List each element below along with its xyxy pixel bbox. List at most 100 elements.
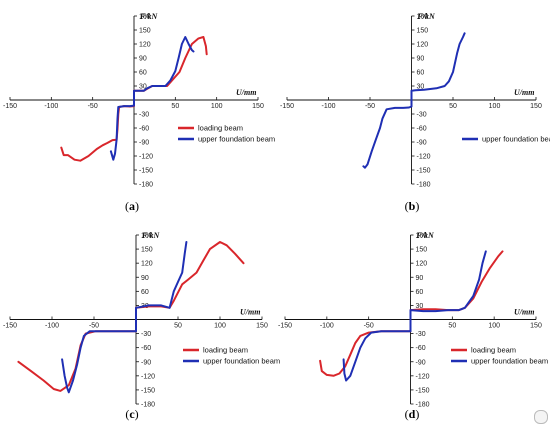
- y-tick-label: 90: [417, 56, 425, 63]
- y-tick-label: 60: [417, 70, 425, 77]
- x-tick-label: -50: [364, 323, 374, 330]
- y-axis-label: F/kN: [141, 231, 161, 240]
- y-tick-label: 120: [416, 261, 428, 268]
- x-tick-label: -100: [320, 323, 334, 330]
- y-tick-label: 150: [417, 28, 429, 35]
- x-tick-label: -150: [280, 103, 294, 110]
- corner-badge-icon: [534, 410, 548, 424]
- y-tick-label: -150: [417, 168, 431, 175]
- y-tick-label: 120: [141, 261, 153, 268]
- y-axis-label: F/kN: [417, 12, 437, 21]
- y-tick-label: -30: [141, 331, 151, 338]
- y-tick-label: -60: [139, 126, 149, 133]
- y-tick-label: -180: [139, 182, 153, 189]
- y-tick-label: 150: [139, 28, 151, 35]
- y-tick-label: 180: [416, 233, 428, 240]
- y-tick-label: 60: [416, 289, 424, 296]
- y-tick-label: -30: [417, 112, 427, 119]
- panel-d: -150 -100 -50 50 100 150 180 150 120 90 60 30 -30 -60…: [278, 231, 548, 421]
- y-tick-label: -60: [416, 345, 426, 352]
- x-tick-label: 100: [211, 103, 223, 110]
- panel-label: (a): [125, 199, 139, 213]
- y-tick-label: -90: [139, 140, 149, 147]
- y-tick-label: -60: [417, 126, 427, 133]
- y-tick-label: 180: [139, 14, 151, 21]
- y-tick-label: -120: [141, 373, 155, 380]
- panel-label: (b): [405, 199, 420, 213]
- x-tick-label: 100: [489, 103, 501, 110]
- x-tick-label: -50: [88, 103, 98, 110]
- y-tick-label: 60: [139, 70, 147, 77]
- y-tick-label: -90: [141, 359, 151, 366]
- y-tick-label: 90: [416, 275, 424, 282]
- y-tick-label: 30: [416, 303, 424, 310]
- x-tick-label: -100: [44, 103, 58, 110]
- legend-label: loading beam: [203, 346, 248, 355]
- y-tick-label: 120: [417, 42, 429, 49]
- y-axis-label: F/kN: [139, 12, 159, 21]
- x-tick-label: -150: [3, 103, 17, 110]
- x-axis-label: U/mm: [236, 88, 256, 97]
- x-axis-label: U/mm: [514, 88, 534, 97]
- y-tick-label: 30: [417, 84, 425, 91]
- x-tick-label: 100: [214, 323, 226, 330]
- y-tick-label: 180: [417, 14, 429, 21]
- x-tick-label: 50: [171, 103, 179, 110]
- panel-a: -150 -100 -50 50 100 150 180 150 120 90 60 30 -30 -60…: [3, 12, 275, 213]
- y-tick-label: -30: [139, 112, 149, 119]
- panel-b: -150 -100 -50 50 100 150 180 150 120 90 60 30 -30 -60…: [280, 12, 550, 213]
- x-tick-label: 100: [488, 323, 500, 330]
- legend-label: upper foundation beam: [482, 135, 550, 144]
- y-tick-label: 150: [416, 247, 428, 254]
- series-line-upper-foundation-beam: [61, 241, 188, 394]
- series-line-upper-foundation-beam: [342, 250, 487, 382]
- x-tick-label: 150: [252, 103, 264, 110]
- x-tick-label: 150: [530, 323, 542, 330]
- x-axis-label: U/mm: [514, 308, 534, 317]
- y-tick-label: -180: [417, 182, 431, 189]
- y-tick-label: 30: [139, 84, 147, 91]
- x-tick-label: -50: [365, 103, 375, 110]
- x-tick-label: -50: [89, 323, 99, 330]
- series-line-upper-foundation-beam: [109, 36, 195, 161]
- y-tick-label: -120: [139, 154, 153, 161]
- y-tick-label: 150: [141, 247, 153, 254]
- x-tick-label: -150: [278, 323, 292, 330]
- y-tick-label: -120: [416, 373, 430, 380]
- y-axis-label: F/kN: [416, 231, 436, 240]
- legend-label: loading beam: [198, 124, 243, 133]
- x-tick-label: 150: [530, 103, 542, 110]
- legend-label: upper foundation beam: [198, 135, 275, 144]
- y-tick-label: -120: [417, 154, 431, 161]
- y-tick-label: -180: [141, 402, 155, 409]
- x-tick-label: -100: [45, 323, 59, 330]
- x-axis-label: U/mm: [240, 308, 260, 317]
- x-tick-label: -100: [321, 103, 335, 110]
- y-tick-label: -30: [416, 331, 426, 338]
- series-line-upper-foundation-beam: [362, 32, 466, 169]
- y-tick-label: -150: [416, 387, 430, 394]
- y-tick-label: 60: [141, 289, 149, 296]
- y-tick-label: -150: [141, 387, 155, 394]
- y-tick-label: 120: [139, 42, 151, 49]
- panel-c: -150 -100 -50 50 100 150180150120906030-30-60…: [3, 231, 280, 421]
- y-tick-label: -150: [139, 168, 153, 175]
- x-tick-label: -150: [3, 323, 17, 330]
- panel-label: (d): [405, 407, 420, 421]
- y-tick-label: -60: [141, 345, 151, 352]
- x-tick-label: 50: [449, 103, 457, 110]
- y-tick-label: 180: [141, 233, 153, 240]
- y-tick-label: 90: [139, 56, 147, 63]
- y-tick-label: -90: [417, 140, 427, 147]
- y-tick-label: 90: [141, 275, 149, 282]
- y-tick-label: -180: [416, 402, 430, 409]
- x-tick-label: 50: [448, 323, 456, 330]
- legend-label: upper foundation beam: [203, 357, 280, 366]
- x-tick-label: 150: [256, 323, 268, 330]
- legend-label: upper foundation beam: [471, 357, 548, 366]
- x-tick-label: 50: [174, 323, 182, 330]
- panel-label: (c): [125, 407, 138, 421]
- legend-label: loading beam: [471, 346, 516, 355]
